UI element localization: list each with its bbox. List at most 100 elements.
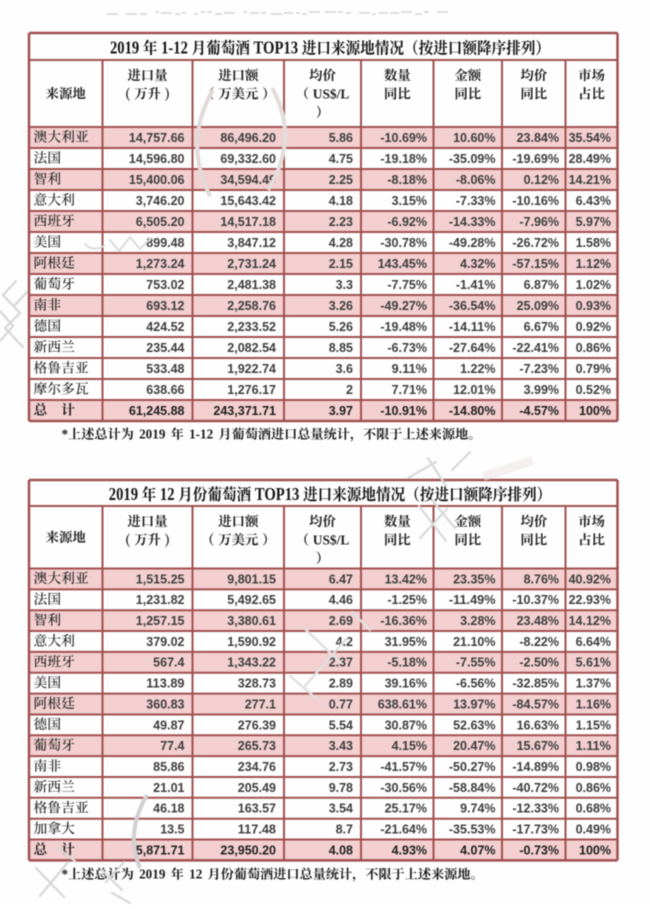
- svg-text:0.49%: 0.49%: [576, 823, 611, 837]
- svg-text:22.93%: 22.93%: [569, 593, 611, 607]
- svg-text:-10.16%: -10.16%: [512, 194, 559, 208]
- svg-text:100%: 100%: [579, 404, 611, 418]
- svg-text:-11.49%: -11.49%: [449, 593, 496, 607]
- svg-text:3,746.20: 3,746.20: [136, 194, 185, 208]
- svg-text:277.1: 277.1: [245, 697, 276, 711]
- svg-text:49.87: 49.87: [153, 718, 184, 732]
- svg-text:2.15: 2.15: [329, 257, 353, 271]
- svg-text:9.78: 9.78: [329, 781, 353, 795]
- svg-text:1.37%: 1.37%: [576, 677, 611, 691]
- svg-text:7.71%: 7.71%: [392, 383, 427, 397]
- svg-text:2.23: 2.23: [329, 215, 353, 229]
- svg-text:3,847.12: 3,847.12: [227, 236, 276, 250]
- svg-text:4.32%: 4.32%: [460, 257, 495, 271]
- svg-text:6.47: 6.47: [329, 572, 353, 586]
- svg-text:3.3: 3.3: [336, 278, 353, 292]
- svg-text:3,380.61: 3,380.61: [227, 614, 276, 628]
- svg-text:2,082.54: 2,082.54: [227, 341, 276, 355]
- svg-text:-57.15%: -57.15%: [512, 257, 559, 271]
- svg-text:1.58%: 1.58%: [576, 236, 611, 250]
- svg-text:16.63%: 16.63%: [517, 718, 559, 732]
- svg-text:-6.92%: -6.92%: [387, 215, 427, 229]
- svg-text:-16.36%: -16.36%: [380, 614, 427, 628]
- svg-text:12.01%: 12.01%: [453, 383, 495, 397]
- svg-text:2,233.52: 2,233.52: [227, 320, 276, 334]
- svg-text:-1.41%: -1.41%: [456, 278, 496, 292]
- svg-text:328.73: 328.73: [238, 677, 276, 691]
- svg-text:9.11%: 9.11%: [392, 362, 427, 376]
- svg-text:21.01: 21.01: [153, 781, 184, 795]
- svg-text:-7.75%: -7.75%: [387, 278, 427, 292]
- svg-text:3.15%: 3.15%: [392, 194, 427, 208]
- svg-text:23.35%: 23.35%: [453, 572, 495, 586]
- svg-text:0.52%: 0.52%: [576, 383, 611, 397]
- svg-text:*: *: [62, 867, 69, 882]
- svg-text:-84.57%: -84.57%: [512, 697, 559, 711]
- svg-text:4.15%: 4.15%: [392, 739, 427, 753]
- svg-text:379.02: 379.02: [146, 635, 184, 649]
- svg-text:0.92%: 0.92%: [576, 320, 611, 334]
- svg-text:34,594.49: 34,594.49: [220, 173, 276, 187]
- svg-text:-7.96%: -7.96%: [519, 215, 559, 229]
- svg-text:753.02: 753.02: [146, 278, 184, 292]
- svg-text:13.97%: 13.97%: [453, 697, 495, 711]
- svg-text:23.84%: 23.84%: [517, 131, 559, 145]
- svg-text:1.12%: 1.12%: [576, 257, 611, 271]
- svg-text:-26.72%: -26.72%: [512, 236, 559, 250]
- svg-text:9.74%: 9.74%: [460, 802, 495, 816]
- svg-text:-30.56%: -30.56%: [380, 781, 427, 795]
- svg-text:3.97: 3.97: [329, 404, 353, 418]
- svg-text:1,231.82: 1,231.82: [136, 593, 185, 607]
- svg-text:4.07%: 4.07%: [460, 843, 495, 857]
- svg-text:-32.85%: -32.85%: [512, 677, 559, 691]
- svg-text:13.5: 13.5: [160, 823, 184, 837]
- svg-text:6.64%: 6.64%: [576, 635, 611, 649]
- svg-text:39.16%: 39.16%: [385, 677, 427, 691]
- svg-text:TOP13: TOP13: [254, 38, 299, 58]
- svg-text:2.25: 2.25: [329, 173, 353, 187]
- svg-text:20.47%: 20.47%: [453, 739, 495, 753]
- svg-text:1,590.92: 1,590.92: [227, 635, 276, 649]
- svg-text:205.49: 205.49: [238, 781, 276, 795]
- svg-text:15,643.42: 15,643.42: [220, 194, 276, 208]
- svg-text:-14.11%: -14.11%: [449, 320, 496, 334]
- svg-text:1.16%: 1.16%: [576, 697, 611, 711]
- svg-text:567.4: 567.4: [153, 656, 184, 670]
- svg-text:4.08: 4.08: [329, 843, 353, 857]
- svg-text:28.49%: 28.49%: [569, 152, 611, 166]
- svg-text:-7.33%: -7.33%: [456, 194, 496, 208]
- svg-text:-2.50%: -2.50%: [519, 656, 559, 670]
- svg-text:14,757.66: 14,757.66: [129, 131, 185, 145]
- svg-text:143.45%: 143.45%: [378, 257, 427, 271]
- svg-text:360.83: 360.83: [146, 697, 184, 711]
- svg-text:899.48: 899.48: [146, 236, 184, 250]
- svg-text:113.89: 113.89: [146, 677, 184, 691]
- svg-text:638.66: 638.66: [146, 383, 184, 397]
- svg-text:US$/L: US$/L: [313, 86, 350, 101]
- svg-text:2019: 2019: [139, 427, 166, 442]
- svg-text:-0.73%: -0.73%: [519, 843, 559, 857]
- svg-text:-17.73%: -17.73%: [512, 823, 559, 837]
- svg-text:1-12: 1-12: [189, 427, 213, 442]
- svg-text:693.12: 693.12: [146, 299, 184, 313]
- svg-text:14.12%: 14.12%: [569, 614, 611, 628]
- svg-text:*: *: [62, 427, 69, 442]
- svg-text:2019: 2019: [109, 484, 138, 504]
- svg-text:-14.89%: -14.89%: [512, 760, 559, 774]
- svg-text:-7.23%: -7.23%: [519, 362, 559, 376]
- svg-text:25.17%: 25.17%: [385, 802, 427, 816]
- svg-text:86,496.20: 86,496.20: [220, 131, 276, 145]
- svg-text:10.60%: 10.60%: [453, 131, 495, 145]
- svg-text:5.97%: 5.97%: [576, 215, 611, 229]
- svg-text:5,871.71: 5,871.71: [136, 843, 185, 857]
- svg-text:1.22%: 1.22%: [460, 362, 495, 376]
- svg-text:-41.57%: -41.57%: [380, 760, 427, 774]
- svg-text:5.26: 5.26: [329, 320, 353, 334]
- svg-text:-19.18%: -19.18%: [380, 152, 427, 166]
- svg-text:13.42%: 13.42%: [385, 572, 427, 586]
- svg-text:4.93%: 4.93%: [392, 843, 427, 857]
- svg-text:21.10%: 21.10%: [453, 635, 495, 649]
- svg-text:8.7: 8.7: [336, 823, 353, 837]
- svg-text:0.77: 0.77: [329, 697, 353, 711]
- svg-text:533.48: 533.48: [146, 362, 184, 376]
